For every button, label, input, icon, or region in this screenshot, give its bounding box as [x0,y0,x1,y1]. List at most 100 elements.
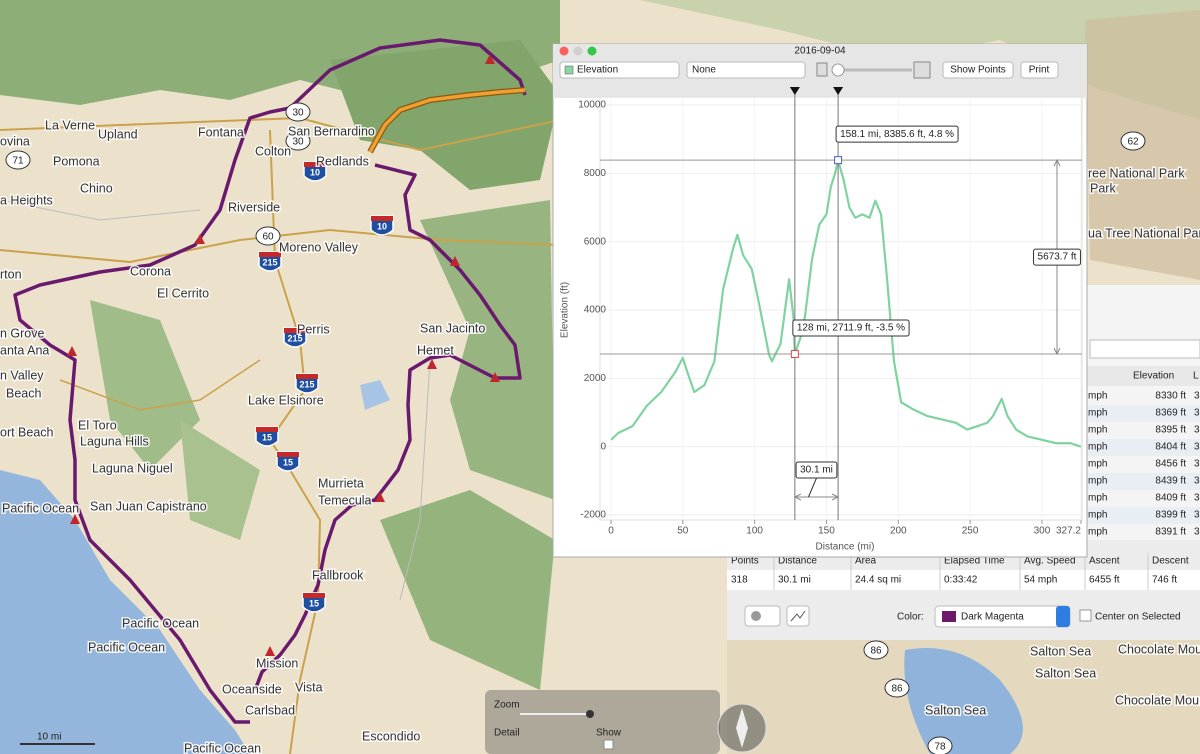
table-row [1085,405,1200,422]
shield-number: 10 [310,167,320,177]
y-tick-label: 8000 [584,168,607,179]
place-label: Chocolate Mountain [1115,693,1200,707]
state-shield [285,131,311,151]
route-arrow [450,256,460,266]
place-label: Carlsbad [245,703,295,717]
elevation-cell: 8404 ft [1155,442,1186,453]
color-swatch [942,611,956,622]
place-label: Laguna Hills [80,434,149,448]
show-points-button[interactable] [942,61,1014,79]
print-label: Print [1029,65,1050,76]
x-tick-label: 327.2 [1056,526,1081,537]
y-tick-label: -2000 [580,510,606,521]
place-label: Pacific Ocean [2,501,79,515]
span-label: 30.1 mi [800,465,833,476]
route-arrow [490,372,500,382]
shield-number: 215 [287,333,302,343]
cursor-label: 158.1 mi, 8385.6 ft, 4.8 % [840,129,954,140]
metric-swatch [564,65,574,75]
x-tick-label: 200 [890,526,907,537]
y-tick-label: 6000 [584,236,607,247]
route-arrow [485,54,495,64]
stats-header: Descent [1152,556,1189,567]
stats-value: 318 [731,575,748,586]
interstate-band [303,593,325,598]
elevation-cell: 8391 ft [1155,527,1186,538]
show-label: Show [596,728,622,739]
place-label: ort Beach [0,425,54,439]
state-shield [5,150,31,170]
place-label: Corona [130,264,171,278]
place-label: ua Tree National Park [1088,226,1200,240]
popup-arrows[interactable] [1056,606,1070,627]
place-label: Salton Sea [925,703,986,717]
place-label: Salton Sea [1030,644,1091,658]
search-field[interactable] [1089,339,1200,359]
controls-panel [485,690,720,754]
table-header [1085,366,1200,386]
speed-cell: mph [1088,391,1107,402]
place-label: n Valley [0,368,44,382]
zoom-button[interactable] [587,46,597,56]
shield-number: 215 [262,257,277,267]
route-arrow [70,514,80,524]
shield-number: 215 [299,379,314,389]
secondary-label: None [692,65,716,76]
color-label: Color: [897,612,924,623]
place-label: Oceanside [222,682,282,696]
place-label: San Juan Capistrano [90,499,207,513]
column-header: Elevation [1133,371,1174,382]
speed-cell: mph [1088,527,1107,538]
cursor-label-box [792,319,910,337]
print-button[interactable] [1020,61,1059,79]
range-thumb[interactable] [831,63,845,77]
speed-cell: mph [1088,459,1107,470]
state-shield [255,226,281,246]
zoom-thumb[interactable] [586,710,594,718]
close-button[interactable] [559,46,569,56]
route-arrow [427,359,437,369]
stats-value: 24.4 sq mi [855,575,901,586]
route [288,38,527,110]
place-label: Fontana [198,125,244,139]
detail-label: Detail [494,728,520,739]
place-label: Vista [295,680,323,694]
place-label: rton [0,267,22,281]
metric-popup[interactable] [559,61,680,79]
stats-header: Area [855,556,877,567]
minimize-button[interactable] [573,46,583,56]
rise-label-box [1033,248,1081,266]
route [13,106,291,724]
place-label: Park [1090,181,1116,195]
place-label: Pacific Ocean [122,616,199,630]
elevation-cell: 8395 ft [1155,425,1186,436]
route-arrow [375,492,385,502]
elevation-cell: 8409 ft [1155,493,1186,504]
range-icon [913,61,931,79]
gear-icon [751,611,761,621]
secondary-popup[interactable] [686,61,806,79]
interstate-band [256,427,278,432]
cursor-point [834,156,843,165]
y-tick-label: 2000 [584,373,607,384]
window-title: 2016-09-04 [794,46,846,57]
speed-cell: mph [1088,510,1107,521]
show-checkbox[interactable] [603,739,614,750]
table-row [1085,507,1200,524]
place-label: Mission [256,656,298,670]
gear-button[interactable] [744,605,781,627]
place-label: Lake Elsinore [248,393,324,407]
interstate-band [284,328,306,333]
interstate-band [304,162,326,167]
graph-icon [790,610,806,622]
center-checkbox[interactable] [1079,609,1092,622]
speed-cell: mph [1088,493,1107,504]
stats-value: 746 ft [1152,575,1177,586]
place-label: Laguna Niguel [92,461,173,475]
water [0,380,1023,754]
column-header: L [1193,371,1199,382]
length-cell: 3 [1194,442,1200,453]
place-label: Chocolate Mountain [1118,642,1200,656]
place-label: El Cerrito [157,286,209,300]
